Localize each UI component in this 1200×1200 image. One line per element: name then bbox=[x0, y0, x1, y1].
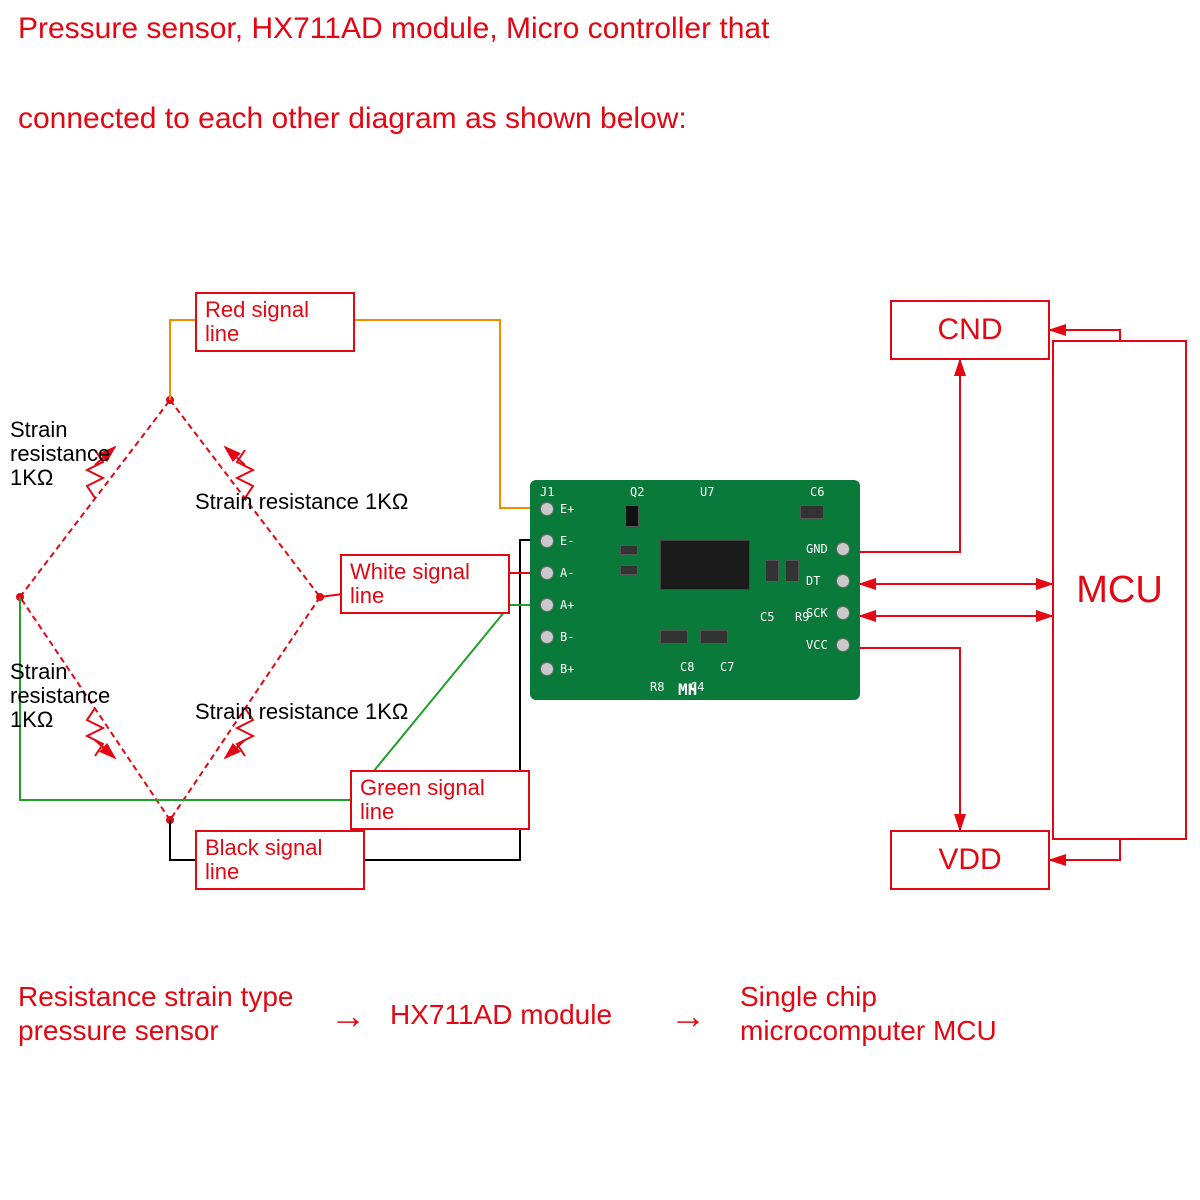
flow-arrow-1: → bbox=[330, 995, 366, 1037]
flow-sensor-1: Resistance strain type bbox=[18, 981, 293, 1012]
red-signal-l1: Red signal bbox=[205, 297, 309, 322]
strain-tr: Strain resistance 1KΩ bbox=[195, 490, 408, 514]
strain-bl-2: resistance bbox=[10, 683, 110, 708]
strain-bl-3: 1KΩ bbox=[10, 707, 53, 732]
pad-a- bbox=[540, 566, 554, 580]
silk-j1: J1 bbox=[540, 485, 554, 499]
silk-c5: C5 bbox=[760, 610, 774, 624]
white-signal-l1: White signal bbox=[350, 559, 470, 584]
red-signal-l2: line bbox=[205, 321, 239, 346]
flow-mcu-2: microcomputer MCU bbox=[740, 1015, 997, 1046]
strain-tl-1: Strain bbox=[10, 417, 67, 442]
strain-br: Strain resistance 1KΩ bbox=[195, 700, 408, 724]
pad-a+ bbox=[540, 598, 554, 612]
pad-label-gnd: GND bbox=[806, 542, 828, 556]
vdd-box: VDD bbox=[890, 830, 1050, 890]
smt-4 bbox=[785, 560, 799, 582]
strain-bl: Strain resistance 1KΩ bbox=[10, 660, 110, 733]
white-signal-box: White signal line bbox=[340, 554, 510, 614]
silk-c4: C4 bbox=[690, 680, 704, 694]
strain-bl-1: Strain bbox=[10, 659, 67, 684]
cnd-box: CND bbox=[890, 300, 1050, 360]
smt-3 bbox=[765, 560, 779, 582]
pad-label-a+: A+ bbox=[560, 598, 574, 612]
smt-7 bbox=[625, 505, 639, 527]
pad-label-vcc: VCC bbox=[806, 638, 828, 652]
pad-gnd bbox=[836, 542, 850, 556]
silk-c8: C8 bbox=[680, 660, 694, 674]
pad-label-b-: B- bbox=[560, 630, 574, 644]
pad-sck bbox=[836, 606, 850, 620]
black-signal-box: Black signal line bbox=[195, 830, 365, 890]
silk-r8: R8 bbox=[650, 680, 664, 694]
silk-c6: C6 bbox=[810, 485, 824, 499]
silk-q2: Q2 bbox=[630, 485, 644, 499]
silk-c7: C7 bbox=[720, 660, 734, 674]
pcb-board: MH E+E-A-A+B-B+GNDDTSCKVCCJ1Q2U7C6C5R9C8… bbox=[530, 480, 860, 700]
silk-r9: R9 bbox=[795, 610, 809, 624]
strain-tl: Strain resistance 1KΩ bbox=[10, 418, 110, 491]
silk-u7: U7 bbox=[700, 485, 714, 499]
flow-mcu: Single chip microcomputer MCU bbox=[740, 980, 997, 1047]
white-signal-l2: line bbox=[350, 583, 384, 608]
mcu-text: MCU bbox=[1076, 569, 1163, 612]
mcu-box: MCU bbox=[1052, 340, 1187, 840]
green-signal-l1: Green signal bbox=[360, 775, 485, 800]
pad-label-b+: B+ bbox=[560, 662, 574, 676]
pad-e- bbox=[540, 534, 554, 548]
smt-5 bbox=[660, 630, 688, 644]
smt-8 bbox=[800, 505, 824, 519]
cnd-text: CND bbox=[938, 313, 1003, 347]
pad-label-dt: DT bbox=[806, 574, 820, 588]
smt-2 bbox=[620, 565, 638, 575]
black-signal-l2: line bbox=[205, 859, 239, 884]
black-signal-l1: Black signal bbox=[205, 835, 322, 860]
strain-tl-3: 1KΩ bbox=[10, 465, 53, 490]
pad-label-a-: A- bbox=[560, 566, 574, 580]
pad-vcc bbox=[836, 638, 850, 652]
pad-e+ bbox=[540, 502, 554, 516]
smt-1 bbox=[620, 545, 638, 555]
pad-dt bbox=[836, 574, 850, 588]
smt-6 bbox=[700, 630, 728, 644]
green-signal-box: Green signal line bbox=[350, 770, 530, 830]
vdd-text: VDD bbox=[938, 843, 1001, 877]
red-signal-box: Red signal line bbox=[195, 292, 355, 352]
flow-mcu-1: Single chip bbox=[740, 981, 877, 1012]
flow-sensor-2: pressure sensor bbox=[18, 1015, 219, 1046]
strain-tl-2: resistance bbox=[10, 441, 110, 466]
pad-b+ bbox=[540, 662, 554, 676]
flow-sensor: Resistance strain type pressure sensor bbox=[18, 980, 293, 1047]
green-signal-l2: line bbox=[360, 799, 394, 824]
flow-module: HX711AD module bbox=[390, 998, 612, 1032]
pad-label-e-: E- bbox=[560, 534, 574, 548]
pad-label-e+: E+ bbox=[560, 502, 574, 516]
chip-u7 bbox=[660, 540, 750, 590]
pad-b- bbox=[540, 630, 554, 644]
flow-arrow-2: → bbox=[670, 995, 706, 1037]
